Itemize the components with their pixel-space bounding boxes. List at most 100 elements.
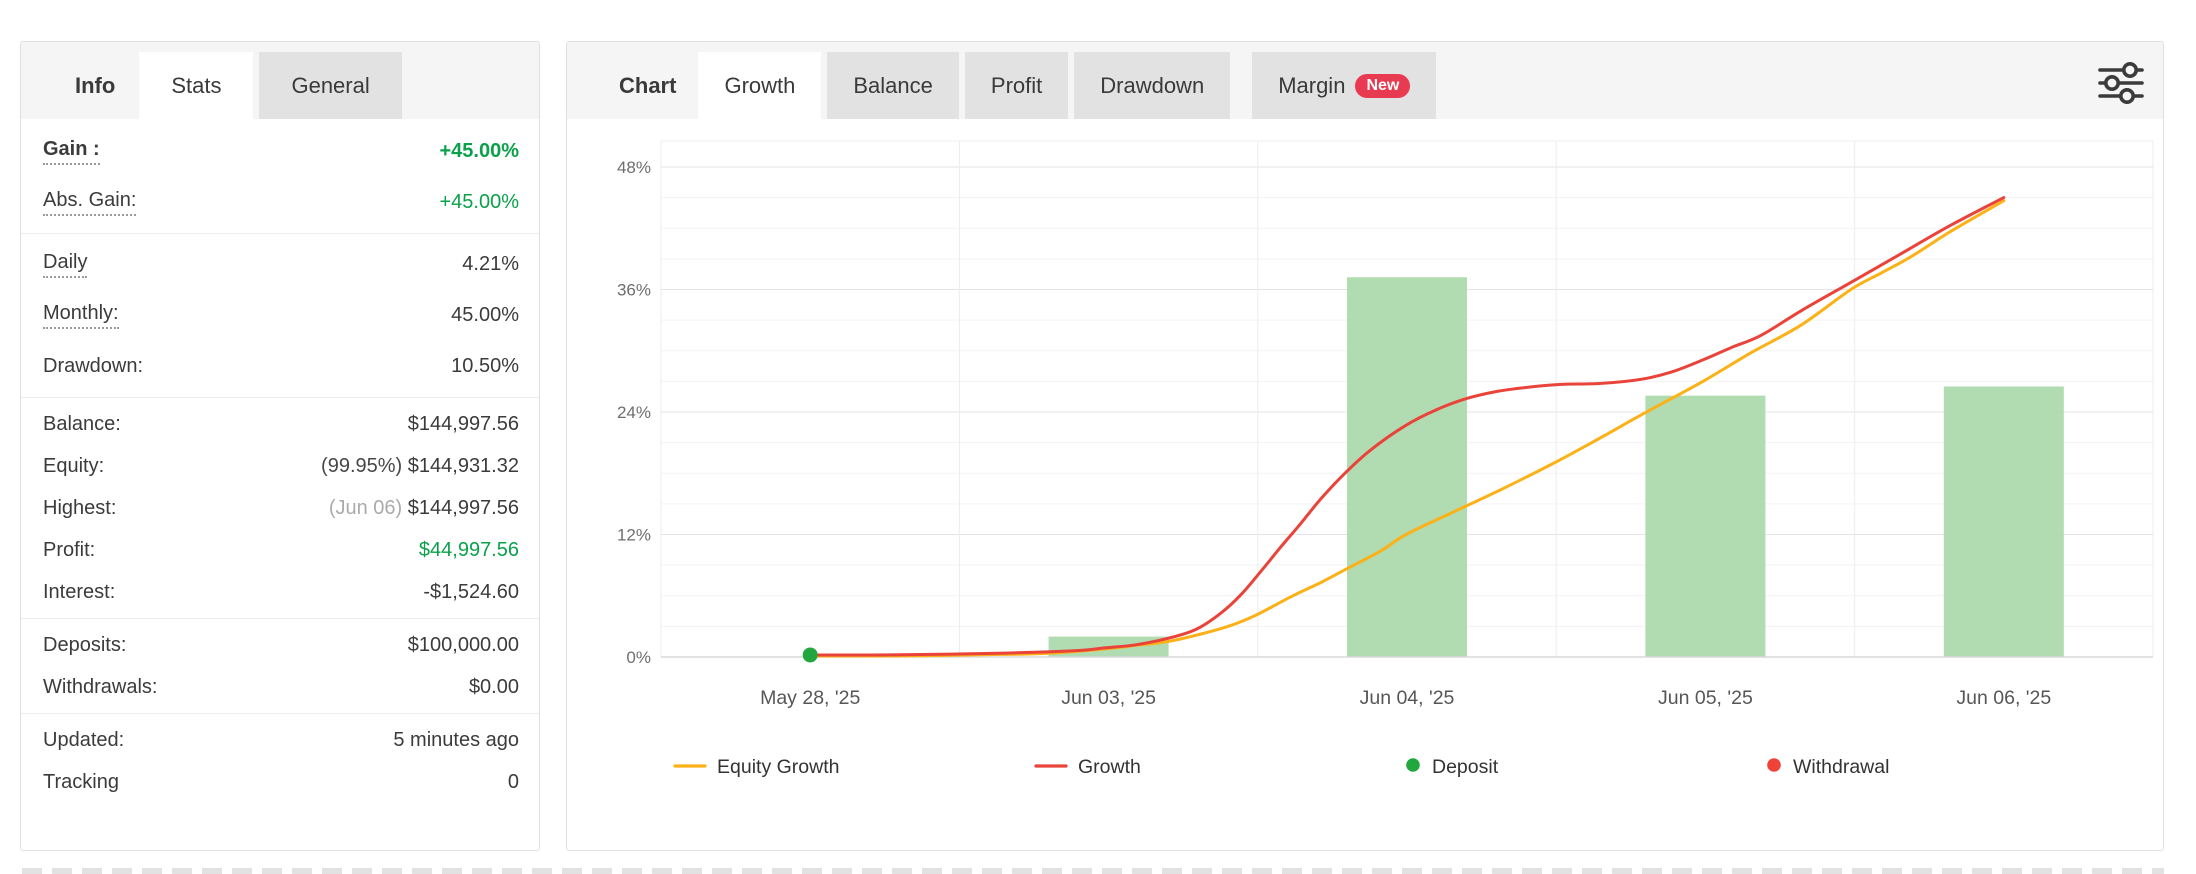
stat-row: Deposits: $100,000.00 — [21, 624, 539, 666]
chart-settings-button[interactable] — [2097, 62, 2145, 104]
stat-row: Drawdown: 10.50% — [21, 341, 539, 392]
tab-label: Margin — [1278, 72, 1346, 98]
stat-label: Interest: — [43, 580, 116, 603]
stat-label: Deposits: — [43, 633, 127, 656]
stat-value: 10.50% — [451, 355, 519, 377]
stat-value: (99.95%) $144,931.32 — [321, 454, 519, 477]
stat-label: Drawdown: — [43, 355, 144, 377]
stat-value: $44,997.56 — [418, 538, 519, 561]
svg-text:Equity Growth: Equity Growth — [717, 756, 839, 778]
stats-panel-tabstrip: Info Stats General — [21, 42, 539, 119]
stat-row: Equity: (99.95%) $144,931.32 — [21, 445, 539, 487]
stat-value: 4.21% — [462, 253, 519, 275]
stat-value: (Jun 06) $144,997.56 — [328, 496, 519, 519]
stat-label[interactable]: Abs. Gain: — [43, 189, 137, 216]
y-axis-tick: 0% — [626, 648, 651, 667]
deposit-marker — [802, 647, 818, 663]
stat-row: Interest: -$1,524.60 — [21, 571, 539, 613]
next-row-cutoff — [22, 868, 2164, 874]
stat-row: Profit: $44,997.56 — [21, 529, 539, 571]
stat-row: Daily 4.21% — [21, 239, 539, 290]
stat-row: Abs. Gain: +45.00% — [21, 177, 539, 228]
tab-label: Chart — [619, 72, 677, 98]
stat-row: Withdrawals: $0.00 — [21, 666, 539, 708]
stat-value-prefix: (99.95%) — [321, 454, 408, 477]
section-divider — [21, 618, 539, 619]
stat-label[interactable]: Monthly: — [43, 302, 119, 329]
stat-value: 45.00% — [451, 304, 519, 326]
stat-value: +45.00% — [439, 140, 519, 162]
tab-label: Info — [75, 72, 116, 98]
stat-value-prefix: (Jun 06) — [328, 496, 408, 519]
chart-panel: Chart Growth Balance Profit Drawdown Margin Ne… — [566, 41, 2164, 851]
stat-value: $100,000.00 — [407, 633, 519, 656]
tab-drawdown[interactable]: Drawdown — [1074, 52, 1231, 119]
stat-value: $0.00 — [468, 675, 519, 698]
stat-label: Tracking — [43, 770, 119, 793]
tab-label: General — [291, 72, 370, 98]
tab-label: Growth — [724, 72, 796, 98]
stat-value: +45.00% — [439, 191, 519, 213]
stat-row: Monthly: 45.00% — [21, 290, 539, 341]
svg-text:Deposit: Deposit — [1432, 756, 1499, 778]
tab-label: Stats — [171, 72, 222, 98]
y-axis-tick: 36% — [617, 281, 651, 300]
x-axis-label: May 28, '25 — [760, 687, 860, 709]
stats-section: Updated: 5 minutes ago Tracking 0 — [21, 714, 539, 808]
stat-label: Balance: — [43, 412, 121, 435]
stat-value: $144,997.56 — [407, 412, 519, 435]
y-axis-tick: 12% — [617, 526, 651, 545]
stat-label: Profit: — [43, 538, 96, 561]
stats-section: Deposits: $100,000.00 Withdrawals: $0.00 — [21, 619, 539, 713]
daily-gain-bars — [1048, 277, 2064, 657]
new-badge: New — [1355, 73, 1411, 98]
section-divider — [21, 713, 539, 714]
stat-label[interactable]: Daily — [43, 251, 88, 278]
stat-label[interactable]: Gain : — [43, 138, 100, 165]
tab-margin[interactable]: Margin New — [1252, 52, 1437, 119]
tab-balance[interactable]: Balance — [827, 52, 959, 119]
legend-item-growth[interactable]: Growth — [1034, 756, 1141, 778]
legend-item-withdrawal[interactable]: Withdrawal — [1767, 756, 1889, 778]
stats-section: Gain : +45.00% Abs. Gain: +45.00% — [21, 121, 539, 233]
y-axis-tick: 48% — [617, 158, 651, 177]
growth-line — [808, 196, 2006, 657]
stats-section: Daily 4.21% Monthly: 45.00% Drawdown: 10.50% — [21, 234, 539, 397]
tab-label: Balance — [853, 72, 933, 98]
x-axis-label: Jun 04, '25 — [1360, 687, 1455, 709]
stat-label: Equity: — [43, 454, 105, 477]
stat-value: -$1,524.60 — [423, 580, 519, 603]
y-axis-tick: 24% — [617, 403, 651, 422]
legend-item-equity-growth[interactable]: Equity Growth — [673, 756, 839, 778]
growth-chart[interactable]: 0% 12% 24% 36% 48% May 28, '25 Jun 03, '25 Jun … — [567, 119, 2163, 850]
x-axis-label: Jun 05, '25 — [1658, 687, 1753, 709]
stat-label: Withdrawals: — [43, 675, 158, 698]
tab-growth[interactable]: Growth — [698, 52, 822, 119]
stat-label: Updated: — [43, 728, 125, 751]
tab-chart[interactable]: Chart — [597, 52, 698, 119]
tab-label: Drawdown — [1100, 72, 1205, 98]
sliders-filter-icon — [2098, 62, 2144, 104]
svg-text:Growth: Growth — [1078, 756, 1141, 778]
x-axis-label: Jun 03, '25 — [1061, 687, 1156, 709]
tab-stats[interactable]: Stats — [139, 52, 254, 119]
stat-row: Gain : +45.00% — [21, 126, 539, 177]
section-divider — [21, 397, 539, 398]
x-axis-label: Jun 06, '25 — [1956, 687, 2051, 709]
stats-section: Balance: $144,997.56 Equity: (99.95%) $144,… — [21, 398, 539, 618]
tab-profit[interactable]: Profit — [964, 52, 1069, 119]
chart-panel-tabstrip: Chart Growth Balance Profit Drawdown Margin Ne… — [567, 42, 2163, 119]
section-divider — [21, 233, 539, 234]
stat-value: 5 minutes ago — [393, 728, 519, 751]
stat-row: Updated: 5 minutes ago — [21, 719, 539, 761]
tab-label: Profit — [990, 72, 1043, 98]
tab-info[interactable]: Info — [51, 52, 139, 119]
stat-label: Highest: — [43, 496, 117, 519]
tab-general[interactable]: General — [259, 52, 402, 119]
stat-value: 0 — [507, 770, 519, 793]
svg-text:Withdrawal: Withdrawal — [1793, 756, 1889, 778]
stat-row: Balance: $144,997.56 — [21, 403, 539, 445]
stat-row: Tracking 0 — [21, 761, 539, 803]
legend-item-deposit[interactable]: Deposit — [1406, 756, 1499, 778]
